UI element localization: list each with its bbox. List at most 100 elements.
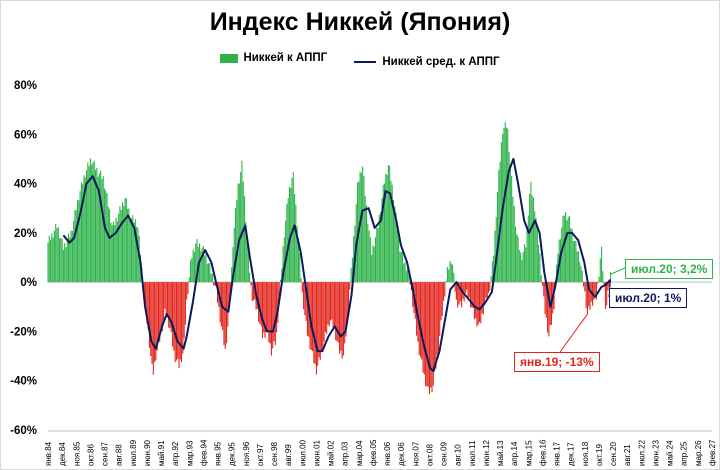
bar <box>321 282 323 351</box>
bar <box>145 282 147 307</box>
bar <box>297 239 299 283</box>
bar <box>535 218 537 283</box>
bar <box>282 246 284 283</box>
bar <box>132 214 134 283</box>
bar <box>453 272 455 283</box>
bar <box>225 282 228 344</box>
bar <box>476 282 478 327</box>
chart-title: Индекс Никкей (Япония) <box>209 8 511 36</box>
bar <box>401 252 404 283</box>
bar <box>540 275 542 283</box>
y-tick-label: 40% <box>14 179 37 191</box>
x-tick-label: мар.26 <box>694 440 703 466</box>
bar <box>103 188 106 283</box>
bar <box>73 220 75 283</box>
bar <box>597 282 599 284</box>
bar <box>296 226 298 283</box>
bar <box>247 248 249 283</box>
legend-swatch-bars <box>220 53 239 63</box>
bar <box>464 282 466 293</box>
bar <box>133 222 135 283</box>
bar <box>588 282 590 307</box>
bar <box>288 186 291 283</box>
bar <box>128 208 130 283</box>
bar <box>426 282 428 387</box>
x-tick-label: май.24 <box>666 440 675 466</box>
x-tick-label: май.91 <box>157 440 166 466</box>
bar <box>374 237 377 283</box>
bar <box>398 236 400 283</box>
bar <box>127 208 129 283</box>
bar <box>96 168 98 283</box>
bar <box>338 282 341 354</box>
bar <box>363 175 365 283</box>
bar <box>78 200 80 283</box>
x-tick-label: окт.19 <box>595 444 604 466</box>
bar <box>173 282 175 351</box>
bar <box>223 282 225 346</box>
bar <box>585 282 587 309</box>
bar <box>390 180 392 283</box>
legend-label-bars: Никкей к АППГ <box>243 52 328 64</box>
annotation-bar-latest: июл.20; 3,2% <box>625 259 714 279</box>
bar <box>594 282 596 295</box>
bar <box>383 183 386 283</box>
bar <box>259 282 261 325</box>
bar <box>599 258 601 283</box>
bar <box>181 282 183 363</box>
bar <box>466 282 468 290</box>
bar <box>516 234 518 283</box>
bar <box>419 282 422 358</box>
bar <box>412 282 414 308</box>
bar <box>94 169 97 283</box>
bar <box>441 282 443 317</box>
bar <box>161 282 163 332</box>
x-tick-label: фев.05 <box>369 439 378 466</box>
bar <box>209 262 211 283</box>
bar <box>106 193 108 283</box>
bar <box>88 166 90 283</box>
x-tick-label: окт.97 <box>256 444 265 466</box>
bar <box>326 282 328 334</box>
bar <box>430 282 432 388</box>
bar <box>496 191 499 283</box>
bar <box>601 246 603 283</box>
bar <box>91 164 93 283</box>
bar <box>175 282 177 361</box>
bar <box>534 211 536 283</box>
y-tick-label: -60% <box>10 425 37 437</box>
bar <box>471 282 473 308</box>
bar <box>531 195 533 283</box>
annotation-leader <box>559 313 588 353</box>
bar <box>440 282 442 321</box>
bar <box>186 282 188 300</box>
bar <box>310 282 312 351</box>
bar <box>470 282 472 308</box>
bar <box>130 218 133 283</box>
bar <box>82 184 84 283</box>
bar <box>187 282 189 294</box>
bar <box>303 282 305 310</box>
bar <box>267 282 269 331</box>
bar <box>70 230 72 283</box>
bar <box>170 282 172 332</box>
x-tick-label: июл.11 <box>468 440 477 466</box>
annotation-bar-jan19: янв.19; -13% <box>514 352 600 372</box>
bar <box>536 225 538 283</box>
bar <box>504 122 506 283</box>
bar <box>318 282 320 358</box>
bar <box>520 252 522 283</box>
bar <box>544 282 546 314</box>
bar <box>60 238 62 283</box>
bar <box>314 282 316 365</box>
bar <box>48 235 50 283</box>
bar <box>163 282 165 320</box>
bar <box>547 282 549 333</box>
bar <box>285 220 287 283</box>
bar <box>168 282 170 328</box>
x-tick-label: апр.03 <box>341 441 350 466</box>
bar <box>481 282 483 314</box>
bar <box>210 273 212 283</box>
bar <box>586 282 588 315</box>
x-tick-label: янв.17 <box>553 441 562 466</box>
